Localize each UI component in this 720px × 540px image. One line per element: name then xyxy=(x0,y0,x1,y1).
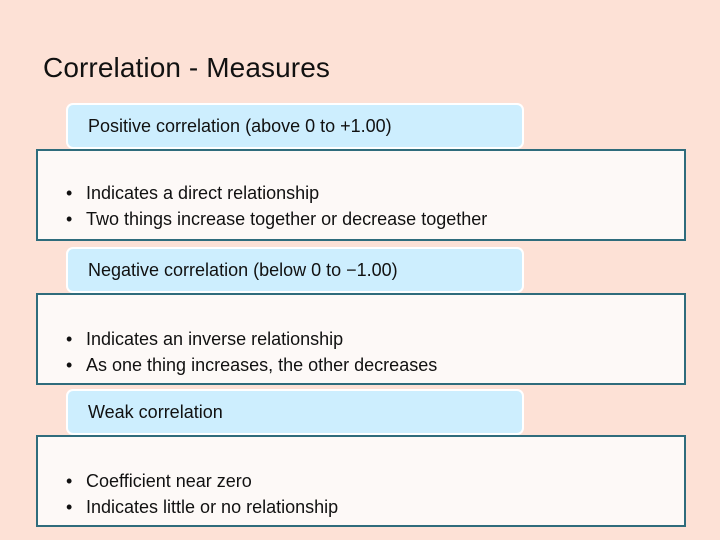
section-heading-positive: Positive correlation (above 0 to +1.00) xyxy=(68,105,522,147)
bullet-item: • Two things increase together or decrea… xyxy=(66,206,684,232)
section-heading-negative: Negative correlation (below 0 to −1.00) xyxy=(68,249,522,291)
bullet-item: • As one thing increases, the other decr… xyxy=(66,352,684,378)
bullet-text: Coefficient near zero xyxy=(86,471,252,491)
bullet-list: • Indicates an inverse relationship • As… xyxy=(66,326,684,378)
section-body-positive: • Indicates a direct relationship • Two … xyxy=(36,149,686,241)
bullet-text: As one thing increases, the other decrea… xyxy=(86,355,438,375)
section-body-negative: • Indicates an inverse relationship • As… xyxy=(36,293,686,385)
bullet-item: • Indicates an inverse relationship xyxy=(66,326,684,352)
bullet-item: • Coefficient near zero xyxy=(66,468,684,494)
bullet-icon: • xyxy=(66,183,73,203)
bullet-list: • Indicates a direct relationship • Two … xyxy=(66,180,684,232)
section-body-weak: • Coefficient near zero • Indicates litt… xyxy=(36,435,686,527)
slide-title: Correlation - Measures xyxy=(43,52,330,83)
bullet-text: Indicates little or no relationship xyxy=(86,497,339,517)
bullet-text: Two things increase together or decrease… xyxy=(86,209,488,229)
bullet-icon: • xyxy=(66,497,73,517)
bullet-item: • Indicates little or no relationship xyxy=(66,494,684,520)
section-heading-weak: Weak correlation xyxy=(68,391,522,433)
bullet-icon: • xyxy=(66,355,73,375)
bullet-item: • Indicates a direct relationship xyxy=(66,180,684,206)
bullet-list: • Coefficient near zero • Indicates litt… xyxy=(66,468,684,520)
bullet-text: Indicates an inverse relationship xyxy=(86,329,344,349)
bullet-icon: • xyxy=(66,471,73,491)
bullet-icon: • xyxy=(66,329,73,349)
bullet-text: Indicates a direct relationship xyxy=(86,183,320,203)
bullet-icon: • xyxy=(66,209,73,229)
